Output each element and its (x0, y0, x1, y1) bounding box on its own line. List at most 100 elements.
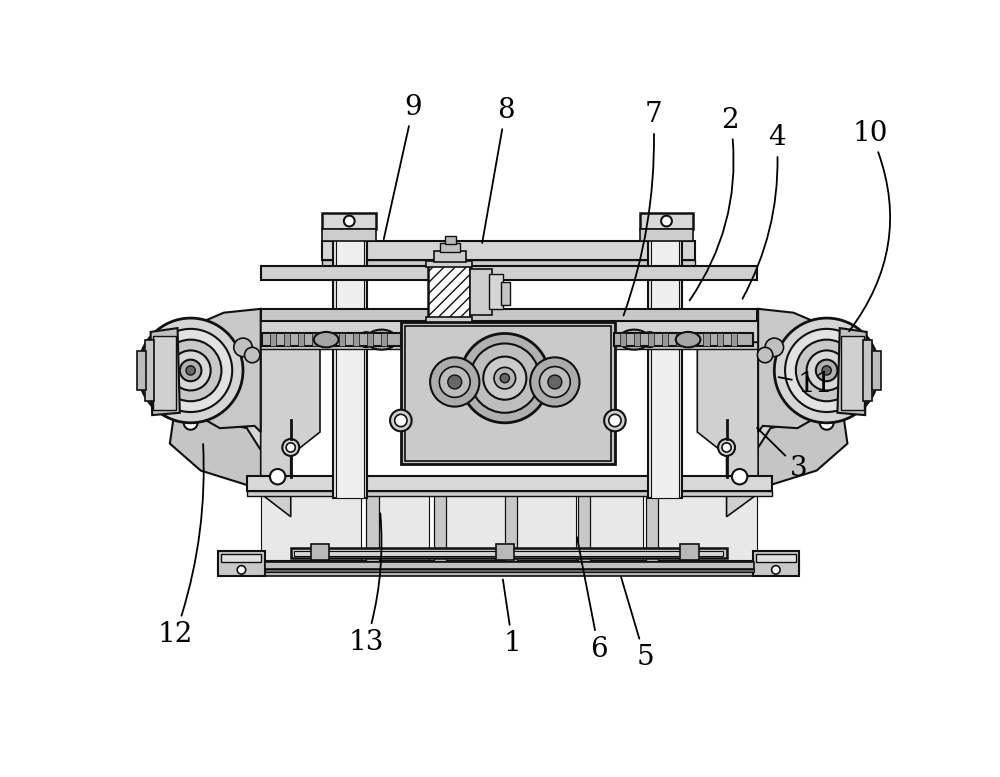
Bar (247, 476, 772, 491)
Text: 4: 4 (743, 124, 785, 298)
Bar (648, 333, 654, 346)
Circle shape (439, 367, 470, 397)
Polygon shape (837, 328, 867, 415)
Bar (428, 264, 470, 319)
Circle shape (460, 333, 549, 423)
Bar (676, 333, 682, 346)
Bar (137, 351, 146, 390)
Bar (312, 333, 318, 346)
Bar (656, 495, 757, 561)
Circle shape (774, 318, 879, 423)
Bar (322, 214, 376, 228)
Bar (339, 333, 345, 346)
Polygon shape (758, 308, 840, 432)
Polygon shape (151, 328, 180, 415)
Circle shape (286, 443, 295, 452)
Bar (218, 570, 799, 576)
Bar (262, 333, 401, 346)
Bar (265, 563, 754, 569)
Bar (501, 282, 510, 305)
Bar (145, 340, 154, 401)
Circle shape (395, 414, 407, 427)
Bar (218, 561, 799, 570)
Bar (261, 495, 361, 561)
Bar (703, 333, 710, 346)
Text: 11: 11 (779, 371, 833, 398)
Circle shape (822, 366, 831, 375)
Circle shape (820, 416, 834, 430)
Bar (381, 333, 387, 346)
Circle shape (448, 375, 462, 389)
Bar (445, 235, 456, 244)
Text: 8: 8 (482, 96, 514, 243)
Bar (298, 333, 304, 346)
Bar (731, 333, 737, 346)
Circle shape (807, 350, 847, 391)
Bar (322, 260, 695, 267)
Bar (434, 476, 446, 561)
Ellipse shape (358, 332, 375, 347)
Circle shape (180, 360, 201, 382)
Circle shape (237, 566, 246, 574)
Bar (221, 555, 261, 563)
Circle shape (171, 350, 211, 391)
Circle shape (470, 343, 539, 413)
Bar (374, 495, 429, 561)
Bar (294, 552, 723, 556)
Circle shape (430, 357, 479, 406)
Text: 12: 12 (158, 444, 204, 648)
Circle shape (785, 329, 868, 412)
Bar (261, 308, 757, 321)
Ellipse shape (366, 329, 397, 350)
Circle shape (772, 566, 780, 574)
Bar (426, 261, 472, 267)
Circle shape (483, 357, 526, 399)
Bar (841, 336, 864, 409)
Bar (247, 342, 772, 349)
Circle shape (494, 368, 516, 389)
Text: 3: 3 (757, 428, 808, 483)
Circle shape (270, 469, 285, 484)
Polygon shape (740, 415, 847, 490)
Circle shape (390, 409, 412, 431)
Circle shape (160, 340, 221, 401)
Bar (322, 228, 376, 241)
Text: 6: 6 (577, 537, 608, 663)
Bar (366, 476, 379, 561)
Bar (247, 491, 772, 496)
Circle shape (732, 469, 747, 484)
Circle shape (548, 375, 562, 389)
Bar (614, 333, 753, 346)
Text: 2: 2 (690, 106, 739, 301)
Bar (325, 333, 332, 346)
Circle shape (234, 338, 252, 357)
Bar (270, 333, 276, 346)
Bar (651, 228, 679, 498)
Circle shape (539, 367, 570, 397)
Bar (336, 228, 364, 498)
Bar (578, 476, 590, 561)
Bar (153, 336, 176, 409)
Bar (284, 333, 290, 346)
Bar (690, 333, 696, 346)
Bar (640, 228, 693, 241)
Circle shape (530, 357, 579, 406)
Bar (333, 228, 367, 498)
Bar (753, 552, 799, 576)
Text: 13: 13 (349, 514, 384, 656)
Bar (405, 326, 611, 461)
Bar (646, 476, 658, 561)
Ellipse shape (314, 332, 338, 347)
Bar (717, 333, 723, 346)
Circle shape (186, 366, 195, 375)
Bar (758, 341, 772, 476)
Bar (872, 351, 881, 390)
Polygon shape (697, 320, 758, 517)
Text: 7: 7 (624, 101, 662, 315)
Circle shape (500, 374, 509, 383)
Circle shape (718, 439, 735, 456)
Bar (311, 545, 329, 560)
Circle shape (609, 414, 621, 427)
Bar (634, 333, 640, 346)
Text: 5: 5 (621, 577, 654, 671)
